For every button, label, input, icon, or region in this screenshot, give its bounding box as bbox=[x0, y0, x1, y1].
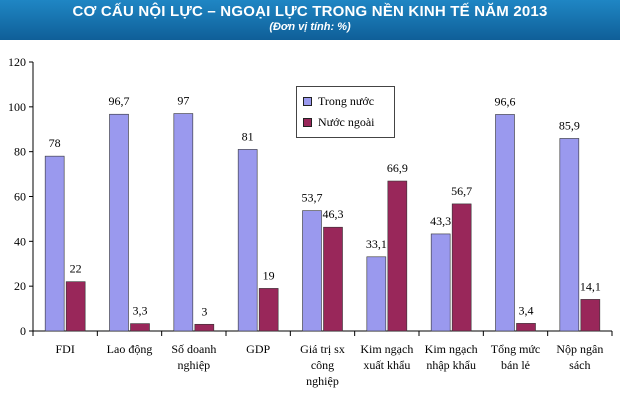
x-category-label: GDP bbox=[246, 342, 270, 356]
x-category-label: nghiệp bbox=[306, 374, 339, 388]
data-label-foreign: 3,3 bbox=[133, 304, 148, 318]
bar-domestic bbox=[44, 155, 65, 332]
y-tick-label: 60 bbox=[14, 190, 26, 204]
bar-domestic bbox=[302, 210, 322, 332]
y-tick-label: 120 bbox=[8, 55, 26, 69]
bar-foreign bbox=[258, 288, 279, 332]
y-tick-label: 40 bbox=[14, 234, 26, 248]
bar-domestic bbox=[430, 233, 451, 332]
legend-item-foreign: Nước ngoài bbox=[303, 113, 375, 131]
chart-header: CƠ CẤU NỘI LỰC – NGOẠI LỰC TRONG NỀN KIN… bbox=[0, 0, 620, 40]
data-label-domestic: 43,3 bbox=[430, 214, 451, 228]
legend-swatch-domestic bbox=[303, 96, 312, 106]
x-category-label: bán lẻ bbox=[501, 358, 530, 372]
x-category-label: Lao động bbox=[107, 342, 153, 356]
bar-domestic bbox=[559, 138, 580, 332]
x-category-label: nhập khẩu bbox=[426, 358, 476, 372]
bar-domestic bbox=[173, 113, 194, 332]
bar-foreign bbox=[516, 323, 536, 332]
x-category-label: sách bbox=[569, 358, 590, 372]
bar-domestic bbox=[495, 114, 515, 332]
bar-domestic bbox=[366, 256, 387, 332]
x-category-label: Giá trị sx bbox=[300, 342, 345, 356]
legend-swatch-foreign bbox=[303, 117, 312, 127]
data-label-domestic: 33,1 bbox=[366, 237, 387, 251]
data-label-domestic: 85,9 bbox=[559, 118, 580, 132]
legend-label-foreign: Nước ngoài bbox=[318, 114, 375, 129]
y-tick-label: 20 bbox=[14, 279, 26, 293]
x-category-label: nghiệp bbox=[177, 358, 210, 372]
chart-title: CƠ CẤU NỘI LỰC – NGOẠI LỰC TRONG NỀN KIN… bbox=[72, 3, 548, 20]
x-category-label: Tổng mức bbox=[491, 342, 541, 356]
legend-item-domestic: Trong nước bbox=[303, 92, 374, 110]
bar-domestic bbox=[109, 113, 129, 332]
data-label-domestic: 78 bbox=[49, 136, 61, 150]
x-category-label: Nộp ngân bbox=[556, 342, 603, 356]
data-label-domestic: 96,6 bbox=[495, 94, 516, 108]
x-category-label: FDI bbox=[55, 342, 74, 356]
x-category-label: Số doanh bbox=[171, 342, 216, 356]
x-category-label: Kim ngạch bbox=[425, 342, 478, 356]
x-category-label: xuất khẩu bbox=[363, 358, 410, 372]
data-label-domestic: 81 bbox=[242, 129, 254, 143]
data-label-foreign: 3,4 bbox=[519, 303, 534, 317]
bar-foreign bbox=[323, 226, 343, 332]
data-label-foreign: 19 bbox=[263, 268, 275, 282]
y-tick-label: 100 bbox=[8, 100, 26, 114]
x-category-label: công bbox=[311, 358, 334, 372]
bar-foreign bbox=[580, 299, 601, 332]
bar-chart: 0 20 40 60 80 100 120 78 22 FDI 96,7 3,3 Lao động 97 3… bbox=[8, 55, 613, 388]
data-label-foreign: 46,3 bbox=[323, 207, 344, 221]
chart-legend: Trong nước Nước ngoài bbox=[296, 86, 395, 138]
y-tick-label: 0 bbox=[20, 324, 26, 338]
y-tick-label: 80 bbox=[14, 145, 26, 159]
data-label-foreign: 22 bbox=[70, 262, 82, 276]
data-label-foreign: 66,9 bbox=[387, 161, 408, 175]
data-label-domestic: 53,7 bbox=[302, 191, 323, 205]
data-label-domestic: 97 bbox=[177, 94, 189, 108]
bar-domestic bbox=[237, 149, 258, 332]
data-label-foreign: 56,7 bbox=[451, 184, 472, 198]
data-label-domestic: 96,7 bbox=[109, 94, 130, 108]
chart-subtitle: (Đơn vị tính: %) bbox=[269, 21, 351, 33]
x-category-label: Kim ngạch bbox=[360, 342, 413, 356]
data-label-foreign: 3 bbox=[201, 304, 207, 318]
bar-foreign bbox=[130, 323, 150, 332]
legend-label-domestic: Trong nước bbox=[318, 93, 375, 108]
bar-foreign bbox=[65, 281, 86, 332]
bar-foreign bbox=[194, 323, 215, 332]
bar-foreign bbox=[387, 180, 408, 332]
bar-foreign bbox=[451, 203, 472, 332]
data-label-foreign: 14,1 bbox=[580, 279, 601, 293]
